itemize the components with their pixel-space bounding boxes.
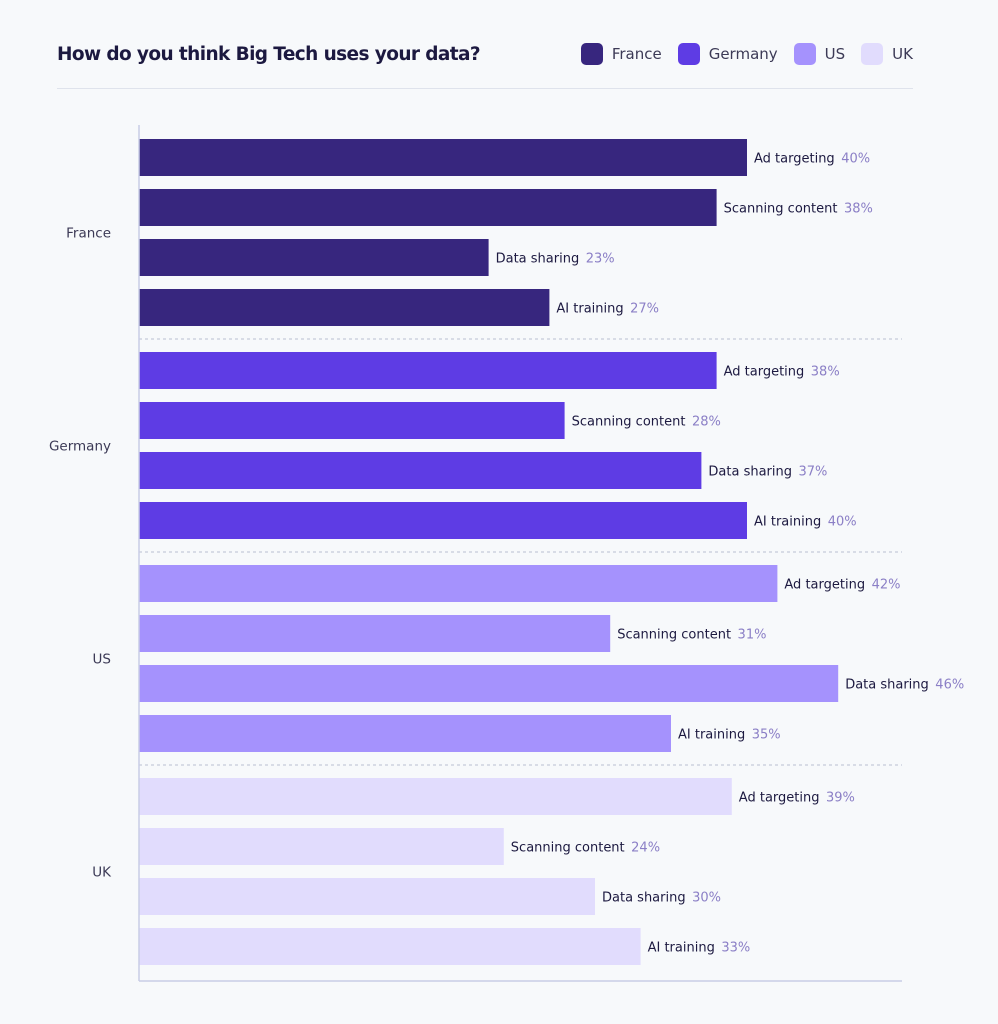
legend-swatch-uk: [861, 43, 884, 65]
bar-category-label: AI training: [754, 515, 821, 530]
data-label-us-data-sharing: Data sharing 46%: [845, 678, 964, 693]
data-label-uk-data-sharing: Data sharing 30%: [602, 891, 721, 906]
bar-category-label: Scanning content: [511, 841, 625, 856]
data-label-france-ad-targeting: Ad targeting 40%: [754, 152, 870, 167]
bar-france-ai-training: [139, 289, 550, 326]
bar-us-ad-targeting: [139, 565, 778, 602]
bar-germany-ad-targeting: [139, 352, 717, 389]
data-label-germany-scanning-content: Scanning content 28%: [572, 415, 721, 430]
bar-category-label: Data sharing: [708, 465, 792, 480]
data-label-germany-ai-training: AI training 40%: [754, 515, 857, 530]
bar-value-label: 39%: [819, 791, 854, 806]
legend-swatch-germany: [677, 43, 700, 65]
legend-swatch-us: [793, 43, 816, 65]
bar-france-ad-targeting: [139, 139, 747, 176]
bar-category-label: Scanning content: [617, 628, 731, 643]
data-label-us-ad-targeting: Ad targeting 42%: [784, 578, 900, 593]
data-label-germany-data-sharing: Data sharing 37%: [708, 465, 827, 480]
legend-item-germany: Germany: [677, 43, 778, 65]
data-label-us-ai-training: AI training 35%: [678, 728, 781, 743]
bar-value-label: 46%: [929, 678, 964, 693]
data-label-uk-ad-targeting: Ad targeting 39%: [739, 791, 855, 806]
bar-value-label: 23%: [579, 252, 614, 267]
bar-value-label: 38%: [837, 202, 872, 217]
bar-category-label: Ad targeting: [784, 578, 865, 593]
bar-us-scanning-content: [139, 615, 611, 652]
chart-header: How do you think Big Tech uses your data…: [57, 40, 913, 72]
bar-france-data-sharing: [139, 239, 489, 276]
bar-uk-data-sharing: [139, 878, 595, 915]
legend-label-france: France: [611, 45, 662, 63]
legend-label-germany: Germany: [708, 45, 778, 63]
bar-category-label: AI training: [556, 302, 623, 317]
bar-uk-ad-targeting: [139, 778, 732, 815]
bar-category-label: AI training: [678, 728, 745, 743]
group-label-france: France: [66, 226, 111, 242]
legend-item-france: France: [580, 43, 662, 65]
bar-category-label: Ad targeting: [739, 791, 820, 806]
header-divider: [57, 88, 913, 89]
group-label-uk: UK: [92, 865, 112, 881]
data-label-france-ai-training: AI training 27%: [556, 302, 659, 317]
bar-uk-scanning-content: [139, 828, 504, 865]
bar-value-label: 38%: [804, 365, 839, 380]
bar-value-label: 42%: [865, 578, 900, 593]
bar-us-data-sharing: [139, 665, 839, 702]
data-label-uk-scanning-content: Scanning content 24%: [511, 841, 660, 856]
legend-swatch-france: [580, 43, 603, 65]
bar-category-label: Scanning content: [724, 202, 838, 217]
bar-uk-ai-training: [139, 928, 641, 965]
bar-germany-data-sharing: [139, 452, 702, 489]
legend-label-uk: UK: [892, 45, 913, 63]
group-label-germany: Germany: [49, 439, 111, 455]
chart-title: How do you think Big Tech uses your data…: [57, 44, 481, 65]
bar-value-label: 37%: [792, 465, 827, 480]
data-label-germany-ad-targeting: Ad targeting 38%: [724, 365, 840, 380]
bar-value-label: 40%: [821, 515, 856, 530]
bar-category-label: Ad targeting: [724, 365, 805, 380]
bar-value-label: 31%: [731, 628, 766, 643]
bar-category-label: Data sharing: [602, 891, 686, 906]
bar-germany-ai-training: [139, 502, 747, 539]
legend-item-us: US: [793, 43, 846, 65]
legend-item-uk: UK: [861, 43, 913, 65]
bar-category-label: Data sharing: [496, 252, 580, 267]
bar-category-label: Scanning content: [572, 415, 686, 430]
data-label-uk-ai-training: AI training 33%: [648, 941, 751, 956]
bar-category-label: AI training: [648, 941, 715, 956]
bar-france-scanning-content: [139, 189, 717, 226]
data-label-france-data-sharing: Data sharing 23%: [496, 252, 615, 267]
bar-value-label: 28%: [685, 415, 720, 430]
bar-us-ai-training: [139, 715, 671, 752]
data-label-france-scanning-content: Scanning content 38%: [724, 202, 873, 217]
bar-category-label: Ad targeting: [754, 152, 835, 167]
chart-legend: France Germany US UK: [565, 43, 913, 65]
bar-value-label: 27%: [624, 302, 659, 317]
legend-label-us: US: [824, 45, 846, 63]
bar-germany-scanning-content: [139, 402, 565, 439]
data-label-us-scanning-content: Scanning content 31%: [617, 628, 766, 643]
bar-value-label: 30%: [686, 891, 721, 906]
bar-value-label: 33%: [715, 941, 750, 956]
bar-value-label: 24%: [625, 841, 660, 856]
bar-value-label: 40%: [835, 152, 870, 167]
bar-value-label: 35%: [745, 728, 780, 743]
group-label-us: US: [93, 652, 111, 668]
bar-category-label: Data sharing: [845, 678, 929, 693]
